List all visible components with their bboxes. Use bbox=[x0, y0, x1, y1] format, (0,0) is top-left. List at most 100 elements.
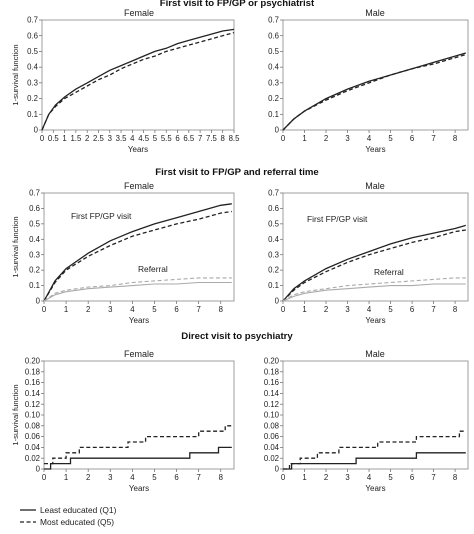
x-tick-label: 8 bbox=[453, 305, 457, 314]
series-line-2 bbox=[43, 210, 232, 302]
series-line-1 bbox=[41, 28, 235, 131]
section-title: Direct visit to psychiatry bbox=[181, 331, 293, 342]
x-tick-label: 3 bbox=[108, 134, 112, 143]
y-axis-title: 1-survival function bbox=[11, 44, 20, 105]
y-tick-label: 0.2 bbox=[27, 94, 38, 103]
chart-panel-6: Male 0 0.02 0.04 0.06 0.080.10 0.12 0.14 0.16 0.1… bbox=[264, 349, 469, 493]
series-line-2 bbox=[282, 229, 466, 302]
series-line-1 bbox=[282, 52, 466, 131]
y-tick-label: 0.20 bbox=[25, 357, 41, 366]
y-tick-label: 0.6 bbox=[268, 31, 279, 40]
x-tick-label: 3 bbox=[345, 473, 349, 482]
x-tick-label: 4 bbox=[130, 305, 135, 314]
y-tick-label: 0.3 bbox=[27, 78, 38, 87]
y-tick-label: 0.06 bbox=[264, 432, 279, 441]
x-tick-label: 2 bbox=[85, 134, 89, 143]
x-tick-label: 3 bbox=[345, 305, 349, 314]
series-line-4 bbox=[282, 277, 466, 302]
section-title: First visit to FP/GP or psychiatrist bbox=[160, 0, 315, 9]
x-tick-label: 5 bbox=[388, 473, 393, 482]
y-tick-label: 0.3 bbox=[29, 250, 40, 259]
x-tick-label: 2 bbox=[86, 305, 90, 314]
y-tick-label: 0.2 bbox=[29, 266, 40, 275]
y-tick-label: 0.02 bbox=[264, 454, 279, 463]
x-tick-label: 8 bbox=[221, 134, 225, 143]
y-tick-label: 0 bbox=[36, 465, 41, 474]
y-tick-label: 0.1 bbox=[27, 110, 38, 119]
series-line-2 bbox=[282, 53, 466, 131]
legend: Least educated (Q1) Most educated (Q5) bbox=[20, 505, 117, 527]
chart-annotation: Referral bbox=[374, 267, 404, 277]
panel-title: Male bbox=[365, 181, 385, 191]
series-line-3 bbox=[282, 283, 466, 302]
x-tick-label: 6.5 bbox=[183, 134, 195, 143]
x-tick-label: 1 bbox=[62, 134, 66, 143]
y-tick-label: 0 bbox=[275, 297, 280, 306]
x-tick-label: 5.5 bbox=[161, 134, 173, 143]
y-tick-label: 0.4 bbox=[268, 235, 280, 244]
y-tick-label: 0.16 bbox=[264, 378, 279, 387]
y-tick-label: 0 bbox=[275, 465, 280, 474]
x-tick-label: 1 bbox=[302, 305, 306, 314]
series-line-1 bbox=[44, 446, 232, 470]
y-tick-label: 0.02 bbox=[25, 454, 40, 463]
x-axis-title: Years bbox=[365, 484, 385, 493]
x-tick-label: 6 bbox=[410, 134, 414, 143]
y-tick-label: 0.16 bbox=[25, 378, 40, 387]
x-tick-label: 3 bbox=[345, 134, 349, 143]
y-tick-label: 0.1 bbox=[268, 281, 279, 290]
chart-annotation: Referral bbox=[138, 264, 168, 274]
x-tick-label: 6 bbox=[410, 305, 414, 314]
y-tick-label: 0.2 bbox=[268, 266, 279, 275]
x-tick-label: 0 bbox=[40, 134, 45, 143]
panel-title: Male bbox=[365, 349, 385, 359]
y-tick-label: 0.12 bbox=[264, 400, 279, 409]
plot-area bbox=[282, 19, 469, 131]
y-tick-label: 0.4 bbox=[268, 63, 280, 72]
section-title: First visit to FP/GP and referral time bbox=[155, 167, 319, 178]
x-tick-label: 7.5 bbox=[206, 134, 218, 143]
y-tick-label: 0.5 bbox=[29, 219, 41, 228]
panel-title: Female bbox=[124, 181, 154, 191]
x-tick-label: 5 bbox=[152, 473, 157, 482]
chart-panel-3: Female 0 0.1 0.2 0.3 0.4 0.5 0.6 0.7 0 1 2 3 4 5 6 7 8 Yea… bbox=[11, 181, 235, 325]
chart-annotation: First FP/GP visit bbox=[71, 211, 132, 221]
y-tick-label: 0.14 bbox=[25, 389, 41, 398]
y-tick-label: 0.14 bbox=[264, 389, 280, 398]
x-tick-label: 4 bbox=[130, 473, 135, 482]
plot-area bbox=[282, 192, 469, 302]
x-tick-label: 4 bbox=[367, 134, 372, 143]
legend-label: Least educated (Q1) bbox=[40, 505, 117, 515]
x-tick-label: 0 bbox=[42, 305, 47, 314]
y-tick-label: 0 bbox=[36, 297, 41, 306]
y-tick-label: 0.1 bbox=[29, 281, 40, 290]
y-tick-label: 0.04 bbox=[25, 443, 41, 452]
series-line-2 bbox=[283, 430, 466, 470]
x-tick-label: 1 bbox=[302, 134, 306, 143]
x-axis-title: Years bbox=[365, 145, 385, 154]
chart-panel-2: Male 0 0.1 0.2 0.3 0.4 0.5 0.6 0.7 0 1 2 3 4 5 6 7 8 Years bbox=[268, 8, 469, 154]
panel-title: Female bbox=[124, 349, 154, 359]
y-tick-label: 0.20 bbox=[264, 357, 280, 366]
x-tick-label: 3 bbox=[108, 473, 112, 482]
series-line-2 bbox=[41, 31, 235, 131]
x-tick-label: 6 bbox=[174, 305, 178, 314]
x-tick-label: 5 bbox=[152, 305, 157, 314]
y-tick-label: 0.5 bbox=[27, 47, 39, 56]
y-tick-label: 0.18 bbox=[264, 367, 279, 376]
y-tick-label: 0.6 bbox=[29, 204, 40, 213]
x-tick-label: 4 bbox=[367, 305, 372, 314]
series-line-4 bbox=[43, 277, 232, 302]
x-tick-label: 6 bbox=[174, 473, 178, 482]
x-tick-label: 5 bbox=[388, 134, 393, 143]
x-tick-label: 4.5 bbox=[138, 134, 150, 143]
y-tick-label: 0.7 bbox=[27, 16, 38, 25]
x-tick-label: 7 bbox=[431, 473, 435, 482]
y-axis-title: 1-survival function bbox=[11, 216, 20, 277]
y-tick-label: 0.18 bbox=[25, 367, 40, 376]
x-tick-label: 1 bbox=[64, 473, 68, 482]
series-line-1 bbox=[283, 452, 466, 470]
y-tick-label: 0.7 bbox=[268, 189, 279, 198]
